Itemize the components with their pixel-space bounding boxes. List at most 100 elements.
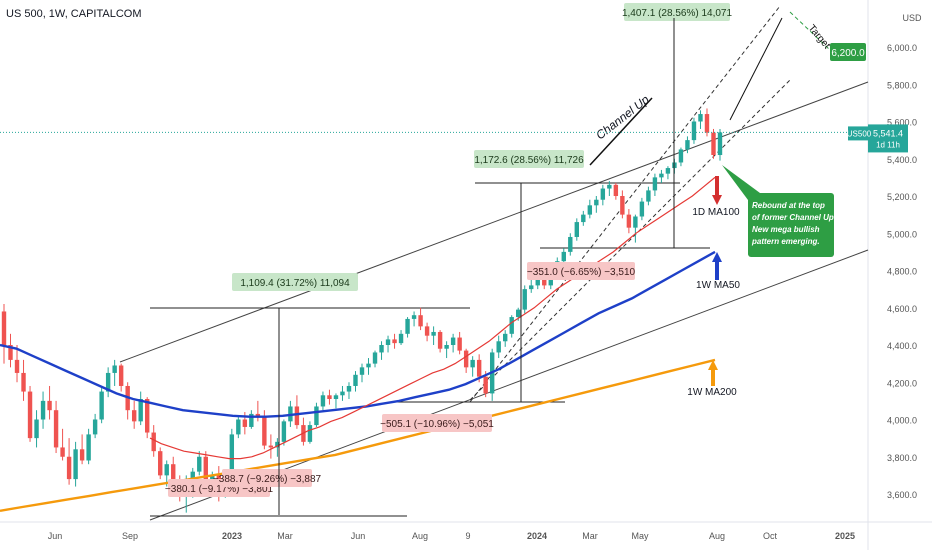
x-tick-label: Oct [763, 531, 778, 541]
target-arrow-line [729, 17, 783, 121]
candle-body [112, 365, 117, 373]
annotation-box-2-bg [474, 150, 584, 168]
candle-body [262, 415, 267, 446]
candle-body [476, 359, 482, 377]
candle-body [242, 419, 248, 427]
candle-body [255, 413, 261, 416]
x-tick-label: 2024 [527, 531, 547, 541]
note-line: pattern emerging. [751, 237, 820, 246]
candle-body [424, 326, 430, 336]
candle-body [203, 456, 208, 483]
symbol-label-bg [848, 126, 870, 141]
candle-body [47, 400, 52, 411]
annotation-box-neg-4: −351.0 (−6.65%) −3,510 [527, 267, 636, 278]
candle-body [678, 149, 684, 163]
y-tick-label: 5,200.0 [887, 192, 917, 202]
candle-body [53, 410, 59, 448]
candle-body [353, 374, 358, 386]
candle-body [411, 315, 417, 319]
note-line: Rebound at the top [752, 201, 825, 210]
candle-body [379, 345, 384, 353]
y-tick-label: 4,000.0 [887, 416, 917, 426]
x-tick-label: Jun [48, 531, 63, 541]
candle-body [561, 251, 566, 262]
candle-body [405, 318, 410, 334]
candle-body [359, 367, 365, 375]
price-label: 5,541.4 [873, 128, 903, 138]
y-tick-label: 4,400.0 [887, 341, 917, 351]
candle-body [118, 365, 124, 386]
annotation-box-neg-3-bg [382, 414, 492, 432]
annotation-box-neg-2-bg [222, 469, 312, 487]
x-tick-label: Aug [412, 531, 428, 541]
channel-up-dash-line-2 [469, 79, 791, 401]
ma100-arrow [712, 176, 722, 205]
x-tick-label: Mar [277, 531, 293, 541]
candle-body [346, 385, 352, 392]
x-tick-label: Jun [351, 531, 366, 541]
note-pointer [722, 165, 760, 200]
x-tick-label: Aug [709, 531, 725, 541]
candle-body [659, 173, 664, 178]
candle-body [340, 391, 345, 396]
candle-body [105, 372, 111, 392]
candle-body [92, 419, 98, 435]
candle-body [522, 289, 527, 310]
candle-body [581, 214, 586, 223]
candle-body [652, 177, 658, 191]
note-line: of former Channel Up. [752, 213, 836, 222]
candle-body [372, 352, 378, 364]
candle-body [529, 285, 534, 290]
candle-body [79, 449, 85, 461]
candle-body [633, 216, 638, 228]
annotation-box-2: 1,172.6 (28.56%) 11,726 [474, 155, 584, 166]
candle-body [665, 168, 671, 174]
candle-body [463, 350, 469, 368]
candle-body [444, 345, 449, 349]
target-dashed-line [789, 11, 831, 51]
candle-body [450, 337, 456, 345]
candle-body [698, 114, 703, 122]
candle-body [86, 434, 91, 461]
x-tick-label: Sep [122, 531, 138, 541]
candle-body [60, 447, 65, 457]
candle-body [73, 449, 78, 480]
candle-body [398, 333, 404, 344]
candle-body [587, 205, 593, 215]
candle-body [1, 311, 7, 345]
currency-label: USD [902, 13, 922, 23]
candle-body [509, 317, 514, 334]
y-tick-label: 5,600.0 [887, 118, 917, 128]
candle-body [268, 445, 274, 448]
target-value-bg [830, 43, 866, 61]
x-tick-label: Mar [582, 531, 598, 541]
candle-body [717, 132, 723, 156]
candle-body [281, 421, 287, 442]
candle-body [314, 406, 319, 426]
candle-body [320, 395, 326, 407]
ma-1d-100-line [149, 176, 716, 460]
y-tick-label: 3,800.0 [887, 453, 917, 463]
candle-body [385, 339, 391, 345]
candle-body [685, 140, 690, 150]
candle-body [607, 184, 612, 189]
y-tick-label: 5,800.0 [887, 80, 917, 90]
annotation-box-1-bg [232, 273, 358, 291]
candle-body [496, 341, 501, 353]
candle-body [131, 410, 137, 422]
candle-body [99, 391, 104, 420]
candle-body [275, 441, 280, 448]
candle-body [14, 359, 20, 373]
annotation-box-neg-2: −388.7 (−9.26%) −3,887 [213, 474, 322, 485]
annotation-box-1: 1,109.4 (31.72%) 11,094 [240, 278, 350, 289]
annotation-box-neg-3: −505.1 (−10.96%) −5,051 [380, 419, 494, 430]
candle-body [483, 376, 488, 394]
ma200-label: 1W MA200 [687, 387, 737, 398]
annotation-box-3-bg [624, 3, 730, 21]
candle-body [470, 359, 475, 368]
candle-body [418, 315, 423, 327]
candle-body [711, 132, 716, 156]
candle-body [620, 196, 625, 215]
candle-body [236, 419, 241, 435]
